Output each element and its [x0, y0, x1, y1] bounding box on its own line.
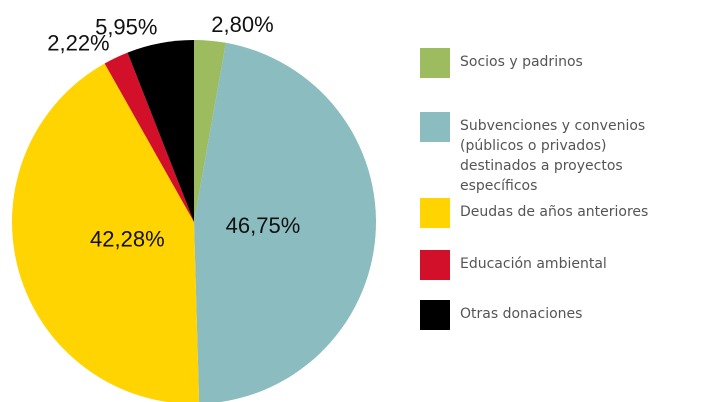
pie-slice [194, 42, 376, 402]
data-label: 2,80% [211, 12, 273, 37]
legend-item: Educación ambiental [420, 250, 685, 280]
legend-label: Subvenciones y convenios (públicos o pri… [460, 118, 646, 194]
legend-item: Subvenciones y convenios (públicos o pri… [420, 112, 685, 196]
pie-slice [12, 63, 200, 402]
data-label: 46,75% [226, 213, 301, 238]
legend-label: Socios y padrinos [460, 54, 583, 70]
pie-slice [127, 40, 194, 222]
legend-label: Educación ambiental [460, 256, 607, 272]
legend-item: Deudas de años anteriores [420, 198, 685, 228]
legend-label: Otras donaciones [460, 306, 583, 322]
pie-slice [104, 52, 194, 223]
legend-label: Deudas de años anteriores [460, 204, 649, 220]
legend-item: Socios y padrinos [420, 48, 685, 78]
legend-swatch [420, 48, 450, 78]
legend-item: Otras donaciones [420, 300, 685, 330]
pie-slice [194, 40, 226, 222]
data-label: 42,28% [90, 226, 165, 251]
legend-swatch [420, 112, 450, 142]
data-label: 2,22% [47, 30, 109, 55]
data-label: 5,95% [95, 15, 157, 40]
legend-swatch [420, 198, 450, 228]
legend-swatch [420, 250, 450, 280]
legend-swatch [420, 300, 450, 330]
